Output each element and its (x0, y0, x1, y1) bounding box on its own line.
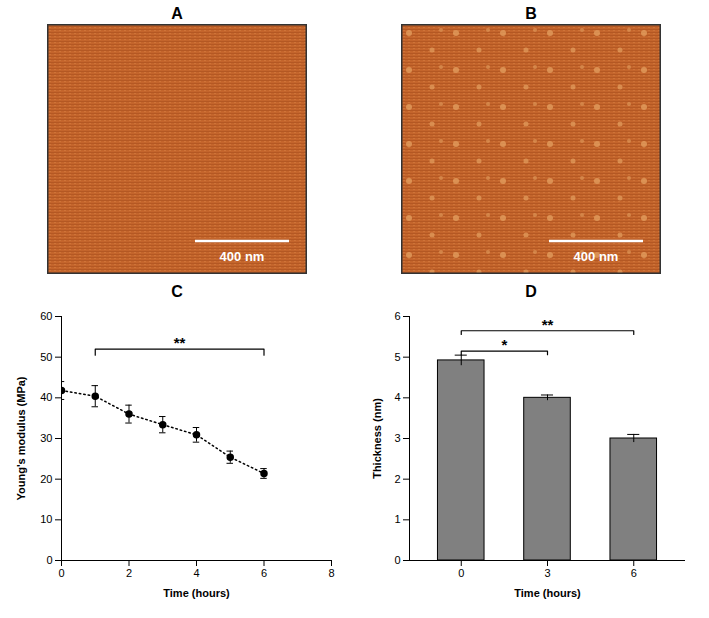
svg-text:10: 10 (40, 513, 52, 525)
svg-text:2: 2 (394, 473, 400, 485)
svg-text:0: 0 (458, 567, 464, 579)
svg-text:20: 20 (40, 473, 52, 485)
svg-text:6: 6 (394, 310, 400, 322)
svg-text:30: 30 (40, 432, 52, 444)
svg-text:50: 50 (40, 351, 52, 363)
svg-text:1: 1 (394, 513, 400, 525)
html-text:C: C (171, 283, 183, 300)
svg-text:**: ** (542, 316, 554, 333)
svg-text:3: 3 (394, 432, 400, 444)
svg-text:Time (hours): Time (hours) (514, 587, 581, 599)
svg-text:0: 0 (46, 554, 52, 566)
svg-text:400 nm: 400 nm (220, 249, 265, 264)
svg-text:6: 6 (261, 567, 267, 579)
svg-text:Thickness (nm): Thickness (nm) (371, 398, 383, 479)
svg-text:60: 60 (40, 310, 52, 322)
svg-text:4: 4 (193, 567, 199, 579)
svg-text:*: * (501, 336, 507, 353)
svg-text:2: 2 (126, 567, 132, 579)
svg-text:400 nm: 400 nm (574, 249, 619, 264)
svg-text:**: ** (174, 334, 186, 351)
html-text:D: D (525, 283, 537, 300)
svg-text:6: 6 (631, 567, 637, 579)
html-text:B: B (525, 5, 537, 22)
svg-text:8: 8 (328, 567, 334, 579)
svg-text:5: 5 (394, 351, 400, 363)
svg-text:0: 0 (394, 554, 400, 566)
svg-text:Time (hours): Time (hours) (163, 587, 230, 599)
svg-text:40: 40 (40, 391, 52, 403)
svg-text:4: 4 (394, 391, 400, 403)
svg-text:3: 3 (544, 567, 550, 579)
svg-text:0: 0 (58, 567, 64, 579)
svg-text:Young's modulus (MPa): Young's modulus (MPa) (15, 376, 27, 500)
html-text:A: A (171, 5, 183, 22)
